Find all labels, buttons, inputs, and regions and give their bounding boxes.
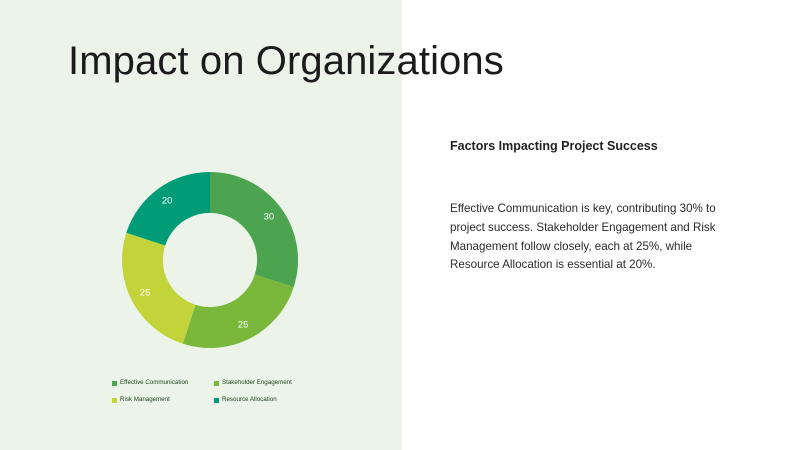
page-title: Impact on Organizations (68, 39, 504, 83)
legend-row: Risk Management Resource Allocation (112, 392, 342, 409)
left-background-panel (0, 0, 402, 450)
donut-slice[interactable] (210, 172, 298, 288)
donut-slice[interactable] (126, 172, 210, 246)
legend-item-label: Effective Communication (120, 379, 189, 387)
right-content-panel: Factors Impacting Project Success Effect… (450, 0, 750, 450)
donut-slice[interactable] (182, 274, 294, 348)
legend-item-stakeholder-engagement[interactable]: Stakeholder Engagement (214, 380, 292, 386)
legend-item-risk-management[interactable]: Risk Management (112, 397, 214, 403)
legend-item-label: Resource Allocation (222, 396, 277, 404)
legend-swatch-icon (214, 380, 219, 386)
legend-swatch-icon (112, 380, 117, 386)
donut-data-label-group: 30 25 25 20 (140, 196, 274, 331)
legend-item-label: Risk Management (120, 396, 170, 404)
legend-row: Effective Communication Stakeholder Enga… (112, 375, 342, 392)
legend-item-resource-allocation[interactable]: Resource Allocation (214, 397, 277, 403)
legend-swatch-icon (112, 397, 117, 403)
legend-item-effective-communication[interactable]: Effective Communication (112, 380, 214, 386)
donut-data-label: 30 (264, 212, 275, 223)
legend-item-label: Stakeholder Engagement (222, 379, 292, 387)
donut-data-label: 20 (162, 196, 173, 207)
body-heading: Factors Impacting Project Success (450, 139, 658, 153)
donut-slice[interactable] (122, 232, 196, 344)
donut-chart-svg: 30 25 25 20 (122, 172, 298, 348)
donut-data-label: 25 (140, 288, 151, 299)
legend-swatch-icon (214, 397, 219, 403)
body-paragraph: Effective Communication is key, contribu… (450, 202, 716, 272)
chart-legend: Effective Communication Stakeholder Enga… (112, 375, 342, 409)
donut-data-label: 25 (238, 319, 249, 330)
donut-slice-group (122, 172, 298, 348)
donut-chart: 30 25 25 20 (110, 160, 310, 360)
